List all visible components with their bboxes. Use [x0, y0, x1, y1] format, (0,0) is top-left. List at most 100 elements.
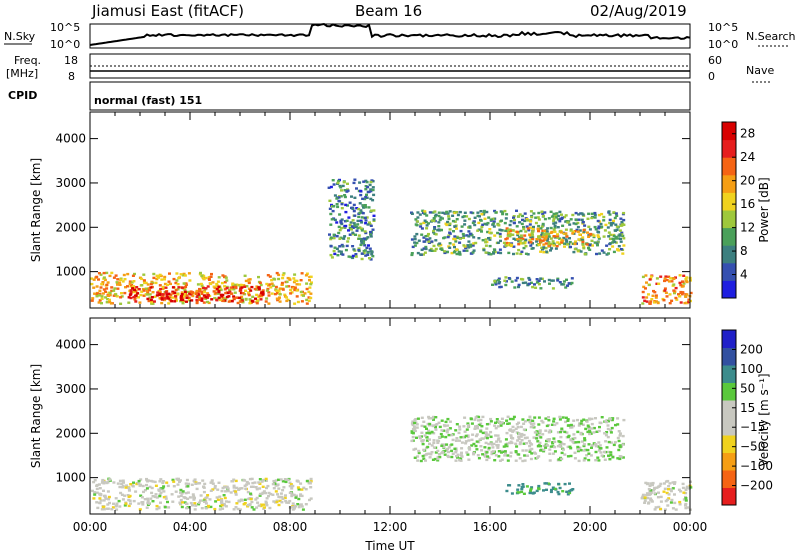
power-cell-3 [540, 210, 544, 213]
power-cell-6 [681, 291, 685, 294]
velocity-cell-1 [560, 442, 564, 445]
velocity-cell-1 [443, 424, 447, 428]
velocity-cell-0 [166, 500, 169, 504]
power-cell-3 [558, 210, 562, 214]
power-cell-0 [167, 302, 171, 305]
power-cell-0 [278, 287, 282, 290]
power-cell-5 [527, 276, 531, 280]
velocity-cell-1 [618, 455, 622, 458]
velocity-cell-1 [597, 459, 601, 462]
power-cell-3 [472, 220, 476, 223]
velocity-cell-3 [655, 486, 659, 489]
time-tick-label-2: 08:00 [273, 520, 308, 534]
power-cell-1 [233, 285, 237, 288]
power-cell-3 [453, 249, 457, 253]
velocity-cell-0 [120, 482, 124, 485]
velocity-cell-0 [294, 504, 297, 508]
velocity-cell-1 [438, 455, 442, 459]
power-cell-3 [463, 223, 467, 226]
velocity-cell-0 [124, 502, 128, 505]
power-cell-2 [356, 219, 360, 223]
power-cell-0 [183, 288, 187, 291]
power-cell-3 [509, 220, 513, 223]
power-cell-3 [447, 217, 451, 221]
power-cell-3 [516, 233, 520, 237]
power-cell-3 [463, 211, 467, 214]
power-cell-0 [120, 292, 123, 295]
velocity-cell-0 [141, 484, 145, 488]
power-cell-3 [593, 241, 597, 244]
velocity-cell-1 [514, 459, 518, 462]
power-cell-3 [482, 248, 486, 252]
velocity-cell-0 [272, 487, 276, 490]
velocity-cell-3 [645, 492, 649, 495]
power-cell-3 [588, 228, 592, 231]
power-cell-0 [228, 288, 232, 292]
power-cell-3 [511, 233, 515, 236]
power-cell-3 [441, 217, 444, 220]
power-cell-2 [359, 189, 363, 193]
velocity-cell-1 [531, 425, 535, 428]
power-cell-2 [364, 195, 368, 199]
power-cell-1 [240, 286, 244, 289]
velocity-cell-0 [301, 508, 305, 511]
power-cell-5 [496, 278, 500, 282]
velocity-cell-1 [464, 434, 468, 438]
velocity-cell-0 [106, 503, 110, 506]
velocity-cell-0 [149, 479, 153, 483]
power-cell-2 [369, 188, 373, 191]
power-cell-3 [446, 212, 450, 215]
power-cell-3 [531, 227, 535, 231]
velocity-cell-1 [422, 457, 426, 460]
velocity-cell-1 [609, 429, 613, 432]
velocity-cell-1 [477, 457, 481, 460]
velocity-cell-3 [673, 501, 677, 505]
power-cell-2 [341, 245, 345, 248]
power-cell-3 [503, 209, 507, 213]
power-cell-2 [344, 203, 348, 207]
power-cell-2 [330, 203, 333, 207]
power-cell-3 [596, 219, 600, 223]
power-colorbar-swatch-7 [722, 157, 736, 176]
power-cell-0 [288, 278, 292, 281]
velocity-cell-1 [576, 449, 580, 453]
velocity-cell-1 [533, 416, 537, 419]
power-cell-3 [549, 237, 553, 240]
velocity-cell-0 [291, 484, 295, 488]
velocity-cell-1 [519, 435, 523, 438]
velocity-cell-1 [569, 423, 573, 427]
power-cell-5 [517, 285, 520, 289]
velocity-cell-0 [188, 496, 192, 499]
power-cell-5 [521, 281, 525, 285]
velocity-cell-0 [244, 487, 248, 490]
power-cell-2 [329, 212, 333, 216]
velocity-cell-1 [454, 451, 458, 454]
power-cell-2 [370, 209, 373, 212]
velocity-cell-1 [566, 445, 570, 449]
power-cell-2 [339, 221, 343, 224]
velocity-cell-0 [237, 499, 241, 503]
velocity-cell-3 [652, 489, 656, 492]
power-cell-3 [487, 251, 491, 255]
power-cell-2 [336, 205, 340, 209]
power-cell-5 [562, 280, 566, 283]
power-cell-4 [506, 234, 510, 237]
velocity-cell-0 [264, 477, 268, 481]
velocity-cell-0 [132, 499, 136, 503]
power-cell-3 [436, 229, 440, 232]
velocity-cell-1 [454, 429, 458, 432]
power-cell-0 [207, 277, 211, 281]
velocity-cell-0 [267, 491, 271, 495]
power-cell-1 [185, 294, 189, 297]
power-cell-3 [571, 213, 575, 217]
velocity-cell-2 [516, 488, 520, 491]
power-cell-3 [507, 251, 511, 255]
velocity-cell-0 [103, 496, 107, 499]
power-cell-4 [538, 237, 542, 241]
power-cell-0 [257, 275, 260, 279]
power-cell-2 [330, 256, 334, 259]
power-cell-0 [183, 274, 187, 277]
velocity-cell-1 [473, 418, 477, 421]
velocity-cell-1 [588, 418, 592, 421]
velocity-cell-1 [479, 445, 483, 448]
